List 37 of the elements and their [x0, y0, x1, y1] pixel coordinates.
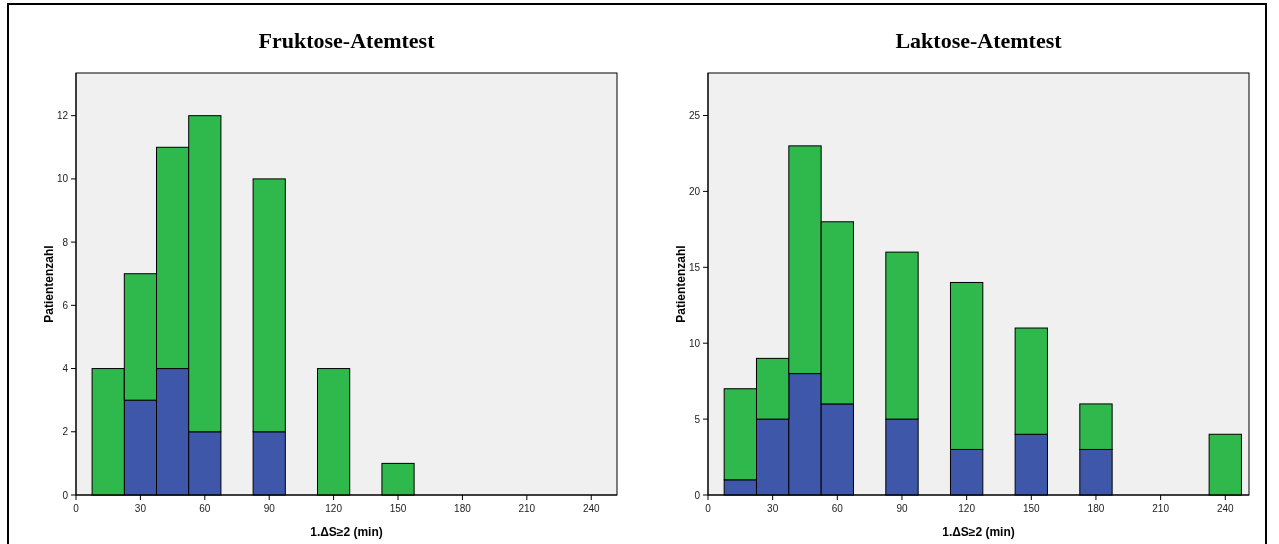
- x-tick-label: 180: [454, 503, 472, 514]
- x-tick-label: 0: [73, 503, 80, 514]
- x-tick-label: 210: [1152, 503, 1170, 514]
- x-tick-label: 90: [263, 503, 276, 514]
- y-tick-label: 6: [62, 299, 69, 311]
- y-tick-label: 4: [62, 363, 69, 375]
- y-tick-label: 10: [688, 337, 701, 349]
- x-axis-title: 1.ΔS≥2 (min): [310, 525, 383, 539]
- y-tick-label: 10: [56, 173, 69, 185]
- y-tick-label: 0: [62, 489, 69, 501]
- x-tick-label: 180: [1087, 503, 1105, 514]
- x-tick-label: 150: [389, 503, 407, 514]
- x-tick-label: 60: [831, 503, 844, 514]
- y-tick-label: 20: [688, 185, 701, 197]
- chart-title: Laktose-Atemtest: [895, 28, 1063, 53]
- x-tick-label: 240: [1216, 503, 1235, 514]
- x-tick-label: 30: [134, 503, 147, 514]
- y-tick-label: 8: [62, 236, 69, 248]
- chart-title: Fruktose-Atemtest: [258, 28, 436, 53]
- x-tick-label: 150: [1022, 503, 1041, 514]
- x-tick-label: 0: [705, 503, 712, 514]
- x-tick-label: 60: [199, 503, 211, 514]
- y-tick-label: 12: [56, 110, 69, 122]
- y-tick-label: 0: [694, 489, 701, 501]
- y-axis-title: Patientenzahl: [674, 245, 688, 323]
- y-tick-label: 25: [688, 110, 701, 121]
- y-tick-label: 15: [688, 261, 701, 273]
- y-tick-label: 2: [62, 426, 69, 438]
- x-tick-label: 90: [896, 503, 908, 514]
- x-tick-label: 210: [518, 503, 536, 514]
- x-axis-title: 1.ΔS≥2 (min): [942, 525, 1015, 539]
- x-tick-label: 240: [582, 503, 601, 514]
- x-tick-label: 120: [958, 503, 976, 514]
- x-tick-label: 120: [325, 503, 343, 514]
- y-axis-title: Patientenzahl: [42, 245, 56, 323]
- y-tick-label: 5: [694, 413, 701, 425]
- x-tick-label: 30: [767, 503, 779, 514]
